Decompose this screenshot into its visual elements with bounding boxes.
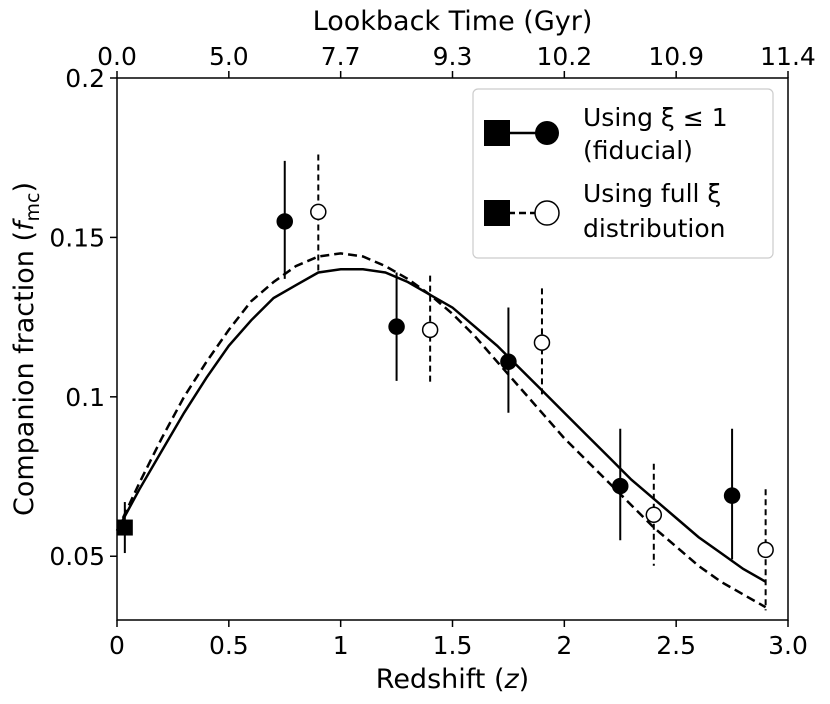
x-axis-label-xlabel_var: z <box>503 664 519 695</box>
top-axis-label: Lookback Time (Gyr) <box>313 6 593 37</box>
legend-fiducial-sublabel: (fiducial) <box>583 136 693 165</box>
x-tick-label-5: 2.5 <box>656 631 696 660</box>
y-axis-label-text: Companion fraction ( <box>9 231 40 516</box>
x-tick-label-1: 0.5 <box>209 631 249 660</box>
top-tick-label-1: 5.0 <box>209 42 249 71</box>
top-tick-label-4: 10.2 <box>536 42 592 71</box>
x-tick-label-6: 3.0 <box>768 631 808 660</box>
local-square-point <box>116 519 133 536</box>
y-axis-label-sub: mc <box>22 193 44 222</box>
x-axis-label-xlabel_close: ) <box>519 664 530 695</box>
legend-full-square <box>484 200 510 226</box>
top-tick-label-3: 9.3 <box>433 42 473 71</box>
full-point-0 <box>310 203 327 221</box>
top-tick-label-0: 0.0 <box>97 42 137 71</box>
fiducial-point-4 <box>723 487 741 504</box>
legend-fiducial-label: Using ξ ≤ 1 <box>583 103 728 132</box>
fiducial-point-2 <box>500 353 517 371</box>
y-tick-label-2: 0.15 <box>49 223 105 252</box>
fiducial-point-0 <box>276 213 293 230</box>
y-tick-label-0: 0.05 <box>49 542 105 571</box>
y-tick-label-3: 0.2 <box>65 64 105 93</box>
full-point-3 <box>645 506 663 524</box>
legend-full-sublabel: distribution <box>583 214 725 243</box>
legend-fiducial-square <box>484 120 510 146</box>
legend-full-label: Using full ξ <box>583 179 721 208</box>
top-tick-label-2: 7.7 <box>321 42 361 71</box>
full-fit-line <box>115 252 767 609</box>
x-axis-label: Redshift (z) <box>376 664 529 695</box>
x-tick-label-0: 0 <box>109 631 125 660</box>
x-axis-label-xlabel_text: Redshift ( <box>376 664 505 695</box>
x-tick-label-2: 1 <box>333 631 349 660</box>
full-point-4 <box>757 541 774 559</box>
x-tick-label-3: 1.5 <box>433 631 473 660</box>
full-point-2 <box>533 334 551 351</box>
top-tick-label-6: 11.4 <box>760 42 816 71</box>
full-point-1 <box>421 321 439 339</box>
y-axis-label: Companion fraction (fmc) <box>9 182 44 516</box>
fiducial-point-1 <box>388 318 405 335</box>
fiducial-point-3 <box>612 477 629 495</box>
fiducial-fit-line <box>115 268 767 583</box>
y-tick-label-1: 0.1 <box>65 383 105 412</box>
top-tick-label-5: 10.9 <box>648 42 704 71</box>
legend-fiducial-circle <box>535 121 559 145</box>
x-tick-label-4: 2 <box>556 631 572 660</box>
legend-full-circle <box>534 200 560 226</box>
y-axis-label-close: ) <box>9 182 40 193</box>
